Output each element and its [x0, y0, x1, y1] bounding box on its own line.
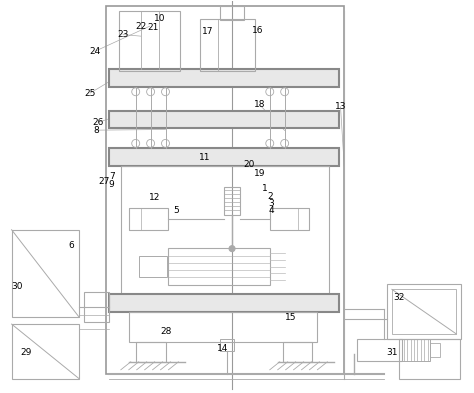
Text: 25: 25 [84, 88, 96, 97]
Bar [357, 339, 402, 361]
Text: 5: 5 [173, 206, 179, 215]
Text: 18: 18 [254, 100, 265, 109]
Text: 4: 4 [268, 206, 273, 215]
Text: 12: 12 [149, 193, 160, 202]
Bar [119, 11, 181, 71]
Text: 27: 27 [99, 177, 110, 186]
Bar [270, 208, 310, 230]
Text: 13: 13 [335, 102, 346, 111]
Text: 32: 32 [394, 293, 405, 302]
Text: 23: 23 [118, 30, 129, 39]
Bar [129, 208, 168, 230]
Bar [129, 208, 141, 230]
Text: 31: 31 [387, 348, 398, 357]
Bar [200, 19, 255, 71]
Text: 1: 1 [263, 184, 268, 193]
Text: 15: 15 [285, 313, 297, 322]
Text: 28: 28 [161, 327, 172, 336]
Bar [109, 294, 339, 312]
Bar [11, 324, 79, 379]
Bar [429, 343, 439, 357]
Bar [298, 208, 310, 230]
Text: 17: 17 [202, 28, 214, 36]
Text: 21: 21 [147, 24, 159, 33]
Text: 30: 30 [11, 282, 22, 291]
Bar [84, 292, 109, 322]
Bar [106, 6, 344, 374]
Bar [139, 255, 166, 277]
Text: 2: 2 [267, 192, 273, 201]
Text: 24: 24 [89, 47, 100, 56]
Text: 8: 8 [93, 126, 99, 135]
Text: 19: 19 [254, 169, 265, 178]
Bar [121, 166, 329, 295]
Bar [168, 248, 270, 285]
Bar [11, 230, 79, 317]
Bar [109, 69, 339, 87]
Bar [399, 339, 460, 379]
Circle shape [229, 246, 235, 252]
Text: 20: 20 [243, 160, 255, 169]
Bar [136, 342, 165, 362]
Bar [129, 312, 318, 342]
Bar [392, 289, 456, 334]
Text: 26: 26 [92, 118, 104, 127]
Bar [220, 339, 234, 351]
Bar [402, 339, 429, 361]
Text: 3: 3 [268, 199, 274, 208]
Text: 16: 16 [253, 26, 264, 35]
Text: 7: 7 [109, 172, 115, 181]
Text: 11: 11 [199, 153, 211, 162]
Text: 10: 10 [154, 14, 165, 23]
Bar [387, 285, 461, 339]
Text: 22: 22 [136, 22, 146, 31]
Text: 9: 9 [108, 180, 114, 189]
Bar [109, 110, 339, 129]
Text: 14: 14 [217, 344, 228, 353]
Text: 29: 29 [20, 348, 32, 357]
Bar [224, 187, 240, 215]
Bar [283, 342, 312, 362]
Bar [109, 148, 339, 166]
Text: 6: 6 [68, 241, 74, 250]
Bar [220, 6, 244, 20]
